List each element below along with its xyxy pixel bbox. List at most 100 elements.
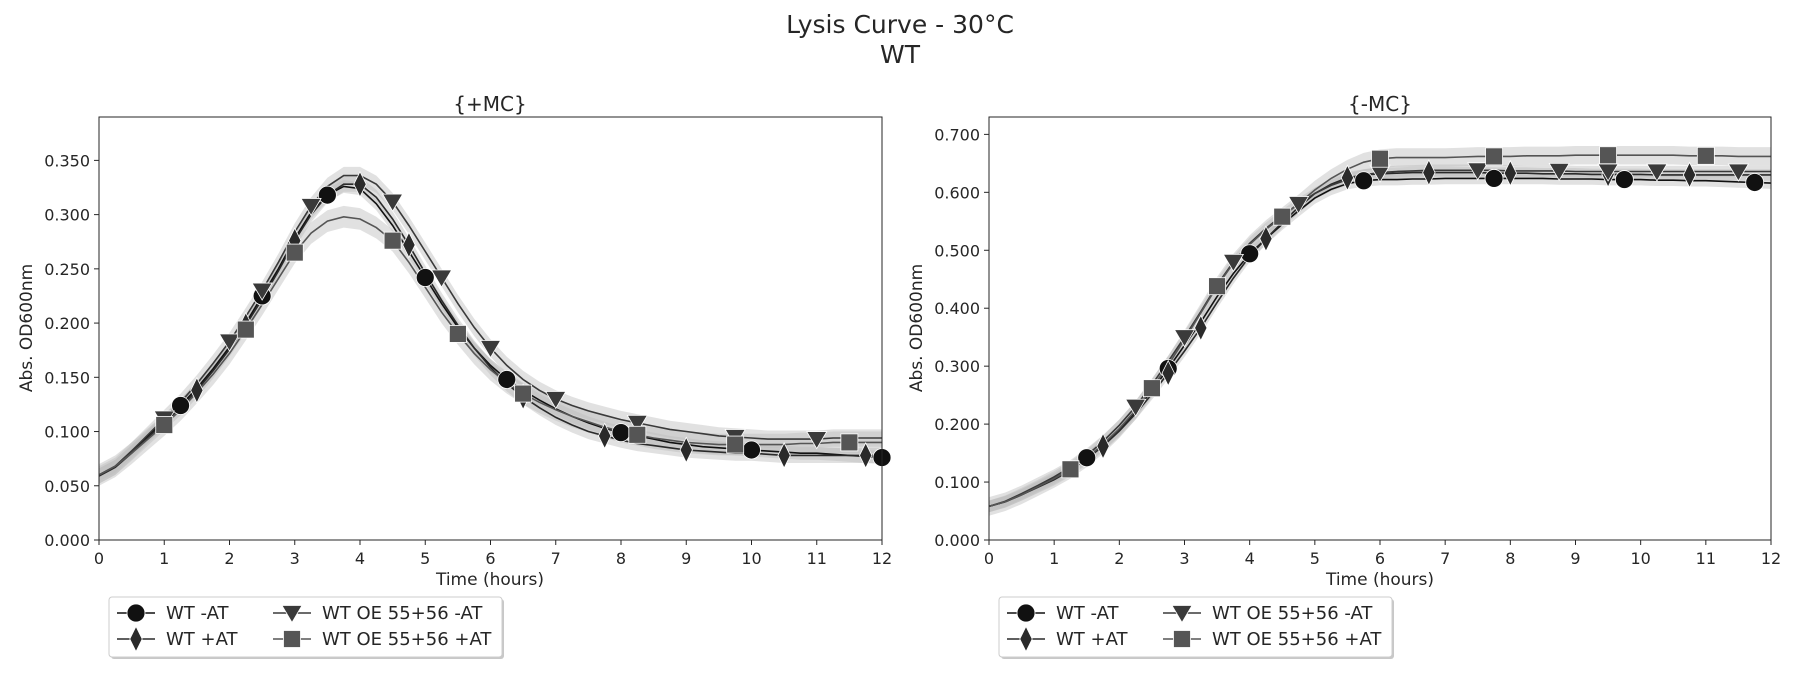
data-point-marker — [626, 414, 649, 434]
data-point-marker — [679, 436, 693, 464]
x-tick-label: 8 — [616, 549, 626, 568]
data-point-marker — [840, 433, 859, 452]
confidence-band — [989, 172, 1771, 513]
x-tick-label: 4 — [1245, 549, 1255, 568]
legend-marker — [283, 630, 301, 648]
data-point-marker — [777, 441, 791, 469]
y-tick-label: 0.350 — [44, 151, 90, 170]
data-point-marker — [1484, 169, 1504, 188]
x-tick-label: 12 — [1761, 549, 1781, 568]
data-point-marker — [1371, 149, 1389, 168]
data-point-marker — [1222, 253, 1245, 273]
data-point-marker — [628, 425, 647, 444]
x-tick-label: 9 — [1570, 549, 1580, 568]
data-point-marker — [1548, 162, 1570, 182]
y-tick-label: 0.300 — [44, 206, 90, 225]
y-tick-label: 0.100 — [44, 423, 90, 442]
x-tick-label: 2 — [1114, 549, 1124, 568]
y-tick-label: 0.100 — [934, 473, 980, 492]
data-point-marker — [1077, 448, 1097, 468]
legend-marker — [1171, 605, 1193, 624]
y-tick-label: 0.050 — [44, 477, 90, 496]
data-point-marker — [448, 325, 467, 343]
data-point-marker — [1422, 159, 1436, 187]
confidence-band — [989, 166, 1771, 513]
legend-label: WT +AT — [166, 629, 239, 650]
y-tick-label: 0.250 — [44, 260, 90, 279]
data-point-marker — [1614, 170, 1634, 189]
x-tick-label: 10 — [1630, 549, 1650, 568]
data-point-marker — [1340, 164, 1355, 192]
data-point-marker — [317, 185, 337, 205]
data-point-marker — [726, 435, 745, 454]
x-tick-label: 3 — [290, 549, 300, 568]
data-point-marker — [859, 441, 873, 469]
panel-title: {-MC} — [1348, 92, 1412, 116]
data-point-marker — [1240, 244, 1260, 264]
legend-marker — [1019, 625, 1033, 653]
data-point-marker — [155, 416, 174, 434]
x-tick-label: 3 — [1179, 549, 1189, 568]
data-point-marker — [479, 340, 502, 359]
x-tick-label: 0 — [94, 549, 104, 568]
data-point-marker — [1485, 147, 1503, 166]
data-point-marker — [251, 282, 273, 301]
y-tick-label: 0.700 — [934, 125, 980, 144]
data-point-marker — [1161, 359, 1175, 387]
confidence-band — [989, 164, 1771, 513]
data-point-marker — [1061, 460, 1080, 479]
legend-marker — [1173, 630, 1191, 648]
panel-title: {+MC} — [453, 92, 526, 116]
y-tick-label: 0.600 — [934, 183, 980, 202]
x-tick-label: 6 — [485, 549, 495, 568]
data-point-marker — [1194, 314, 1208, 342]
legend-marker — [126, 603, 146, 623]
figure-subtitle: WT — [880, 40, 921, 69]
data-point-marker — [430, 269, 453, 288]
data-point-marker — [1208, 277, 1226, 296]
series-line — [988, 169, 1771, 508]
legend-marker — [129, 625, 143, 653]
data-point-marker — [742, 440, 761, 460]
series-line — [988, 154, 1771, 508]
data-point-marker — [353, 170, 367, 198]
series-line — [988, 171, 1771, 508]
y-axis-label: Abs. OD600nm — [907, 264, 927, 392]
data-point-marker — [1745, 173, 1765, 192]
x-tick-label: 5 — [420, 549, 430, 568]
legend-label: WT OE 55+56 -AT — [322, 603, 483, 624]
plot-frame — [98, 116, 883, 541]
legend-label: WT OE 55+56 +AT — [1212, 629, 1382, 650]
confidence-band — [989, 146, 1771, 516]
x-tick-label: 1 — [159, 549, 169, 568]
data-point-marker — [545, 391, 567, 410]
data-point-marker — [1287, 196, 1310, 215]
x-tick-label: 12 — [872, 549, 892, 568]
data-point-marker — [402, 231, 416, 259]
data-point-marker — [415, 268, 435, 287]
legend-marker — [1016, 603, 1036, 623]
x-tick-label: 5 — [1310, 549, 1320, 568]
x-tick-label: 7 — [1440, 549, 1450, 568]
y-axis-label: Abs. OD600nm — [17, 264, 37, 392]
data-point-marker — [171, 396, 190, 415]
series-line — [98, 174, 882, 476]
x-tick-label: 1 — [1049, 549, 1059, 568]
legend-label: WT OE 55+56 +AT — [322, 629, 492, 650]
data-point-marker — [1646, 163, 1668, 182]
data-point-marker — [381, 193, 404, 212]
data-point-marker — [1503, 159, 1517, 187]
x-tick-label: 9 — [681, 549, 691, 568]
legend-box — [108, 596, 503, 658]
legend-marker — [281, 605, 303, 624]
data-point-marker — [1173, 329, 1196, 348]
y-tick-label: 0.300 — [934, 357, 980, 376]
x-tick-label: 0 — [984, 549, 994, 568]
confidence-band — [99, 179, 882, 482]
data-point-marker — [497, 370, 517, 389]
x-tick-label: 10 — [741, 549, 761, 568]
legend-label: WT +AT — [1056, 629, 1129, 650]
figure-title: Lysis Curve - 30°C — [786, 10, 1014, 39]
panel-minus-mc: {-MC} 0 1 2 3 4 5 6 7 8 9 10 11 120.0000.1000.2000.3… — [907, 92, 1781, 659]
legend-label: WT -AT — [166, 603, 230, 624]
